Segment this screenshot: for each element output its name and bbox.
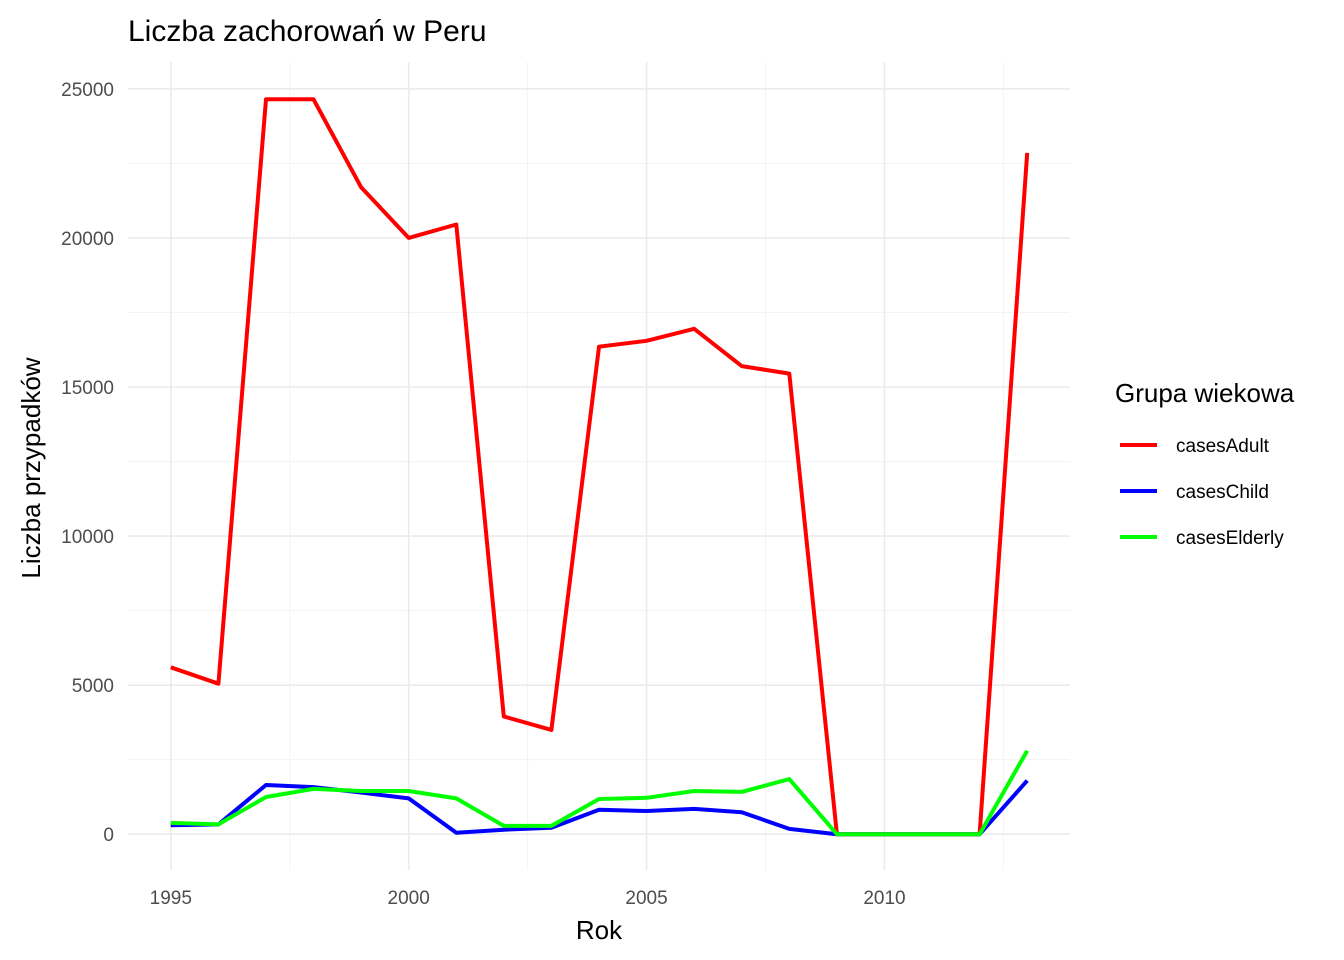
y-tick-label: 0 <box>103 825 114 846</box>
y-tick-label: 25000 <box>61 80 114 101</box>
x-tick-label: 2000 <box>388 888 430 909</box>
y-tick-label: 5000 <box>72 676 114 697</box>
series-line-casesElderly <box>170 749 1029 837</box>
x-tick-labels: 1995 2000 2005 2010 <box>150 888 906 909</box>
x-axis-title: Rok <box>576 915 623 945</box>
y-axis-title: Liczba przypadków <box>16 357 46 578</box>
x-tick-label: 2010 <box>863 888 905 909</box>
y-tick-label: 20000 <box>61 229 114 250</box>
series-lines <box>170 97 1030 837</box>
series-line-casesAdult <box>170 97 1030 837</box>
y-tick-labels: 0 5000 10000 15000 20000 25000 <box>61 80 114 846</box>
grid <box>128 62 1070 870</box>
legend-label-casesElderly: casesElderly <box>1176 528 1284 549</box>
legend-items: casesAdult casesChild casesElderly <box>1120 436 1284 549</box>
legend-label-casesChild: casesChild <box>1176 482 1269 503</box>
x-tick-label: 1995 <box>150 888 192 909</box>
y-tick-label: 15000 <box>61 378 114 399</box>
legend: Grupa wiekowa casesAdult casesChild casesE… <box>1115 378 1295 549</box>
chart-title: Liczba zachorowań w Peru <box>128 15 487 48</box>
x-tick-label: 2005 <box>625 888 667 909</box>
y-tick-label: 10000 <box>61 527 114 548</box>
legend-label-casesAdult: casesAdult <box>1176 436 1270 457</box>
legend-title: Grupa wiekowa <box>1115 378 1295 408</box>
series-line-casesChild <box>170 779 1029 837</box>
